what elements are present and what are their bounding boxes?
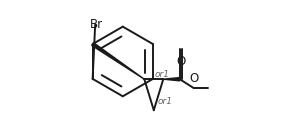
Text: or1: or1: [158, 98, 172, 106]
Text: or1: or1: [155, 70, 170, 79]
Text: O: O: [190, 72, 199, 85]
Polygon shape: [163, 78, 180, 81]
Polygon shape: [92, 43, 144, 79]
Text: Br: Br: [89, 18, 103, 31]
Text: O: O: [176, 55, 186, 68]
